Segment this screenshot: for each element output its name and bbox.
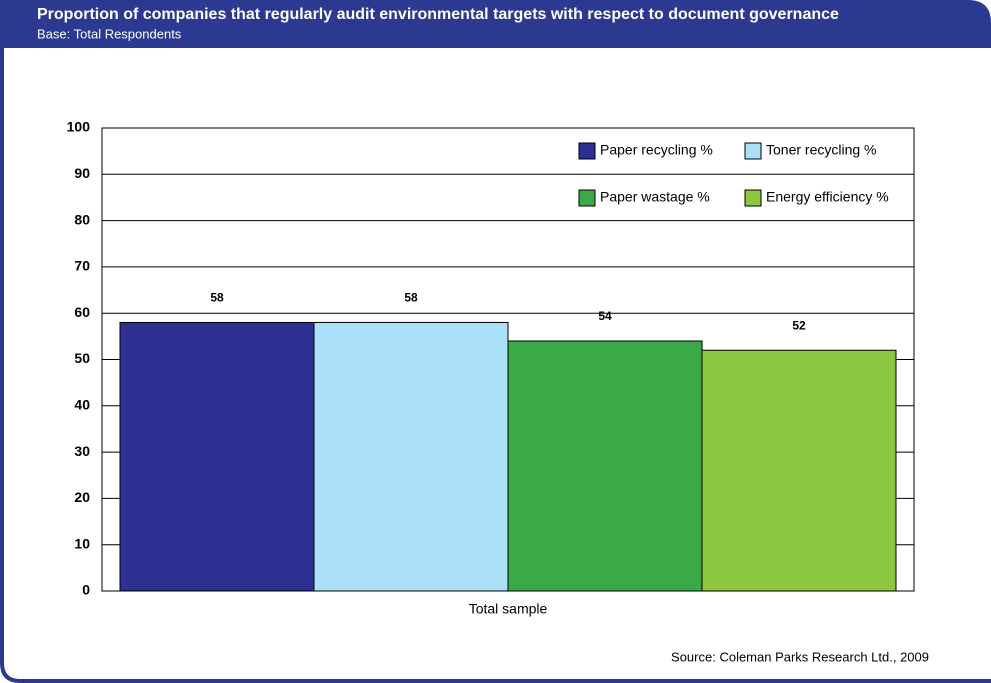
y-tick-label: 90 (74, 165, 90, 181)
value-label: 58 (210, 291, 224, 305)
legend-label: Paper recycling % (600, 142, 713, 158)
y-tick-label: 20 (74, 489, 90, 505)
y-tick-label: 70 (74, 258, 90, 274)
y-tick-label: 50 (74, 350, 90, 366)
y-tick-label: 100 (67, 119, 91, 135)
value-label: 52 (792, 318, 806, 332)
x-tick-label: Total sample (469, 601, 548, 617)
frame (0, 40, 991, 683)
value-label: 58 (404, 291, 418, 305)
chart-title: Proportion of companies that regularly a… (37, 6, 839, 23)
bar (313, 321, 509, 592)
y-tick-label: 80 (74, 211, 90, 227)
y-tick-label: 40 (74, 397, 90, 413)
legend-swatch (744, 189, 762, 207)
chart-subtitle: Base: Total Respondents (37, 26, 182, 41)
y-tick-label: 10 (74, 535, 90, 551)
bar (119, 321, 315, 592)
legend-swatch (744, 142, 762, 160)
legend-swatch (578, 142, 596, 160)
bar (701, 349, 897, 592)
y-tick-label: 60 (74, 304, 90, 320)
y-tick-label: 30 (74, 443, 90, 459)
legend-label: Energy efficiency % (766, 189, 889, 205)
value-label: 54 (598, 309, 612, 323)
source-note: Source: Coleman Parks Research Ltd., 200… (671, 649, 929, 664)
y-tick-label: 0 (82, 582, 90, 598)
legend-label: Paper wastage % (600, 189, 710, 205)
legend-label: Toner recycling % (766, 142, 877, 158)
legend-swatch (578, 189, 596, 207)
header-band (0, 0, 991, 48)
bar (507, 340, 703, 592)
